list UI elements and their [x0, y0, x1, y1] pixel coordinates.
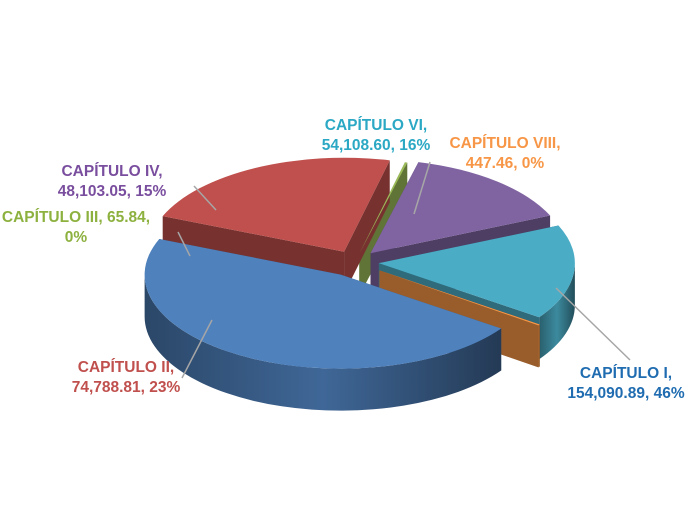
- leader-line-cap-tulo-i: [555, 287, 631, 361]
- slice-cap-tulo-iii: [359, 162, 408, 254]
- slice-cap-tulo-iv: [370, 162, 551, 254]
- data-label-cap-tulo-iv: CAPÍTULO IV, 48,103.05, 15%: [58, 163, 167, 200]
- slice-cap-tulo-viii: [379, 270, 540, 326]
- pie-tops: [144, 157, 575, 369]
- data-label-cap-tulo-iii: CAPÍTULO III, 65.84, 0%: [2, 209, 150, 246]
- data-label-cap-tulo-i: CAPÍTULO I, 154,090.89, 46%: [567, 365, 684, 402]
- data-label-cap-tulo-ii: CAPÍTULO II, 74,788.81, 23%: [72, 359, 181, 396]
- slice-wall-cap-tulo-vi: [539, 263, 575, 360]
- data-labels: CAPÍTULO I, 154,090.89, 46% CAPÍTULO II, 74…: [2, 117, 685, 402]
- leader-line-cap-tulo-iii: [177, 231, 191, 257]
- leader-line-cap-tulo-ii: [181, 319, 213, 379]
- data-label-cap-tulo-viii: CAPÍTULO VIII, 447.46, 0%: [449, 135, 560, 172]
- slice-side-1-cap-tulo-ii: [344, 160, 390, 294]
- slice-wall-cap-tulo-viii: [538, 324, 540, 368]
- slice-cap-tulo-i: [144, 238, 502, 369]
- leader-line-cap-tulo-viii: [413, 161, 431, 215]
- data-label-cap-tulo-vi: CAPÍTULO VI, 54,108.60, 16%: [322, 117, 431, 154]
- slice-cap-tulo-ii: [162, 157, 390, 252]
- leader-lines: [177, 161, 631, 379]
- slice-wall-cap-tulo-i: [144, 274, 502, 411]
- slice-cap-tulo-vi: [378, 225, 575, 318]
- leader-line-cap-tulo-iv: [193, 185, 217, 211]
